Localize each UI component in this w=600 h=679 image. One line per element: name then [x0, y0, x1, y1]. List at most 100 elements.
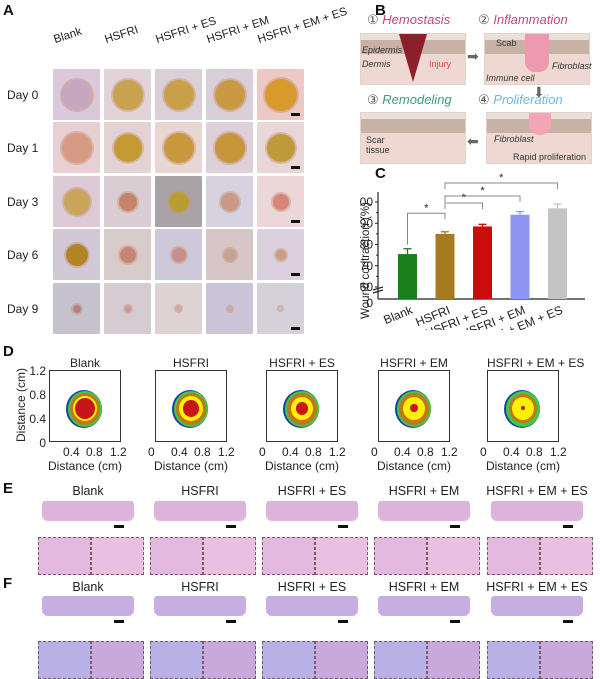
row-label: Day 1: [7, 141, 39, 155]
wound-photo: [155, 176, 202, 227]
tissue-section: [491, 501, 583, 521]
x-tick-label: 1.2: [441, 445, 458, 459]
significance-star: *: [499, 172, 504, 184]
contour-plot: [487, 370, 559, 442]
tissue-section: [42, 501, 134, 521]
bar: [548, 208, 567, 299]
scale-bar: [338, 525, 348, 528]
histology-title: HSFRI + EM + ES: [486, 484, 588, 498]
significance-bracket: [407, 212, 446, 245]
contour-plot: [266, 370, 338, 442]
label-tissue: tissue: [366, 145, 390, 155]
significance-star: *: [480, 185, 485, 197]
label-fibroblast: Fibroblast: [552, 61, 592, 71]
y-tick-label: 70: [360, 259, 373, 273]
x-axis-title: Distance (cm): [376, 459, 451, 473]
scale-bar: [338, 620, 348, 623]
significance-bracket: [444, 182, 558, 189]
wound-photo: [53, 176, 100, 227]
wound-area: [63, 188, 90, 215]
wound-photo: [206, 283, 253, 334]
zoom-inset: [38, 537, 91, 575]
bar: [510, 214, 530, 299]
histology-title: HSFRI + EM: [388, 484, 460, 498]
remodeling-diagram: [360, 112, 466, 164]
wound-photo: [104, 229, 151, 280]
x-tick-label: Blank: [382, 302, 416, 327]
x-tick-label: 1.2: [550, 445, 567, 459]
wound-photo: [155, 122, 202, 173]
wound-photo: [53, 229, 100, 280]
histology-title: HSFRI: [181, 484, 219, 498]
histology-title: HSFRI + EM: [388, 580, 460, 594]
y-tick-label: 0.8: [29, 388, 46, 402]
wound-area: [223, 248, 236, 261]
arrow-left-icon: ⬅: [467, 133, 479, 149]
wound-area: [227, 306, 232, 311]
wound-area: [163, 132, 194, 163]
label-immune-cell: Immune cell: [486, 73, 535, 83]
scale-bar: [563, 620, 573, 623]
wound-area: [124, 305, 131, 312]
wound-area: [214, 79, 245, 110]
zoom-inset: [315, 537, 368, 575]
wound-area: [264, 78, 297, 111]
y-tick-label: 0: [39, 436, 46, 450]
wound-photo: [53, 122, 100, 173]
wound-photo: [155, 229, 202, 280]
wound-area: [113, 133, 142, 162]
panel-label-a: A: [3, 2, 14, 19]
bar: [473, 226, 492, 299]
scale-bar: [563, 525, 573, 528]
wound-area: [214, 132, 245, 163]
wound-photo: [104, 176, 151, 227]
significance-star: *: [462, 192, 467, 204]
x-tick-label: 0.4: [394, 445, 411, 459]
contour-plot: [378, 370, 450, 442]
x-tick-label: 0.8: [417, 445, 434, 459]
wound-area: [163, 79, 194, 110]
wound-area: [171, 247, 186, 262]
histology-title: HSFRI + ES: [277, 484, 347, 498]
scale-bar: [114, 620, 124, 623]
wound-photo: [155, 283, 202, 334]
contour-level: [75, 398, 95, 419]
wound-area: [118, 192, 137, 211]
zoom-inset: [150, 537, 203, 575]
column-label: Blank: [52, 25, 84, 46]
x-tick-label: 0.8: [194, 445, 211, 459]
x-tick-label: 0: [148, 445, 155, 459]
row-label: Day 9: [7, 302, 39, 316]
histology-title: HSFRI + ES: [277, 580, 347, 594]
stage-proliferation-title: ④ Proliferation: [478, 92, 563, 107]
wound-photo: [257, 283, 304, 334]
significance-bracket: [444, 195, 521, 202]
x-tick-label: 0.4: [503, 445, 520, 459]
contour-title: HSFRI + EM + ES: [487, 356, 585, 370]
x-tick-label: 0.8: [526, 445, 543, 459]
proliferation-diagram: [486, 112, 592, 164]
label-fibroblast-2: Fibroblast: [494, 134, 534, 144]
significance-bracket: [444, 202, 483, 209]
zoom-inset: [540, 641, 593, 679]
wound-photo: [104, 122, 151, 173]
arrow-right-icon: ➡: [467, 48, 479, 64]
x-tick-label: 0.4: [282, 445, 299, 459]
column-label: HSFRI: [103, 23, 140, 46]
y-tick-label: 100: [360, 195, 373, 209]
tissue-section: [266, 501, 358, 521]
inflammation-diagram: [484, 33, 590, 85]
wound-photo: [206, 229, 253, 280]
y-axis-title: Distance (cm): [14, 368, 28, 443]
zoom-inset: [203, 537, 256, 575]
x-tick-label: 0.8: [305, 445, 322, 459]
contour-title: HSFRI + EM: [380, 356, 448, 370]
label-scab: Scab: [496, 38, 517, 48]
x-tick-label: 0.4: [171, 445, 188, 459]
wound-photo: [206, 176, 253, 227]
tissue-section: [42, 596, 134, 616]
scale-bar: [291, 273, 300, 276]
x-tick-label: 0: [371, 445, 378, 459]
histology-title: HSFRI + EM + ES: [486, 580, 588, 594]
x-tick-label: 0.4: [63, 445, 80, 459]
